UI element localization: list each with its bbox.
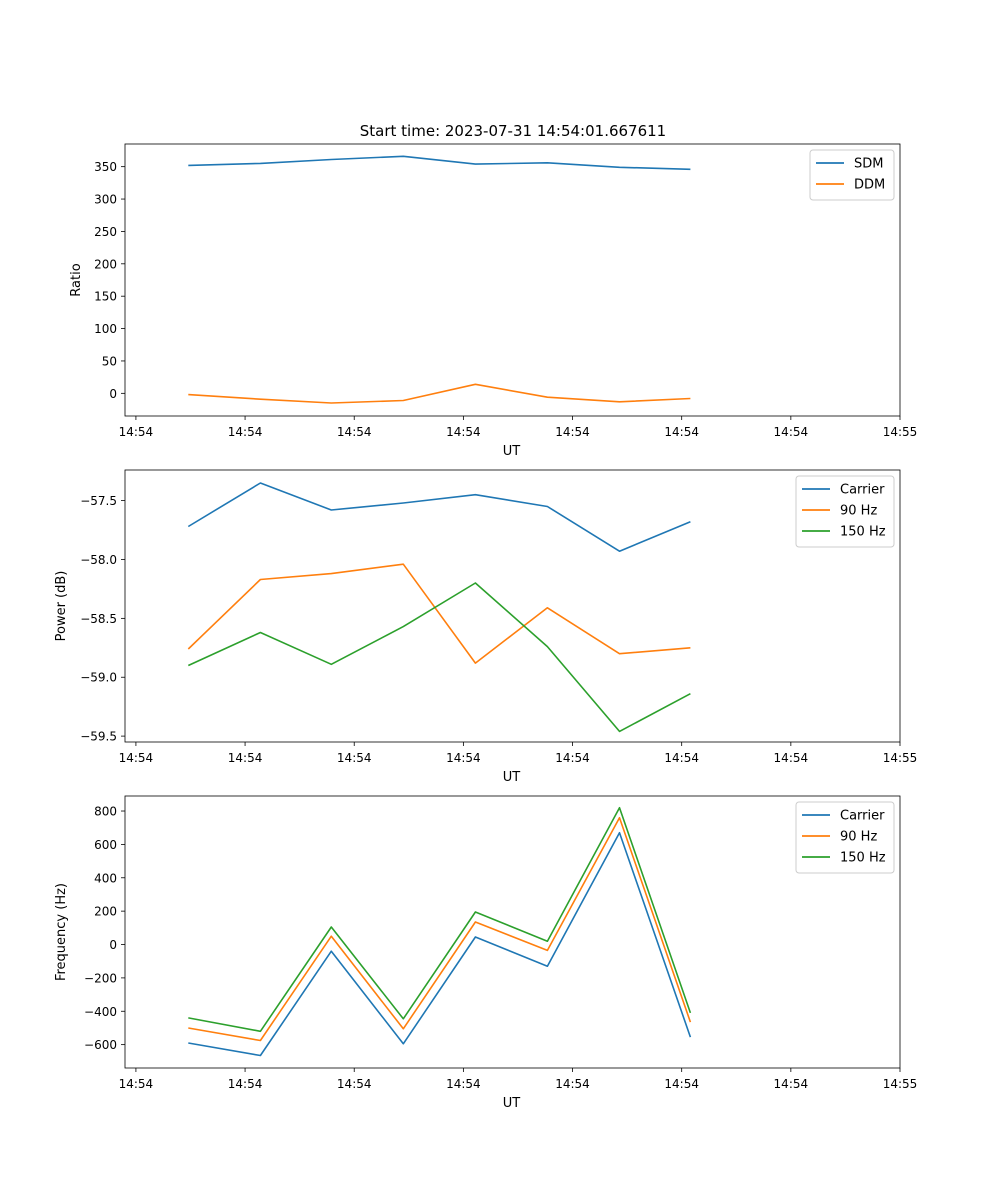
series-line-sdm — [188, 155, 691, 171]
y-tick-label: 200 — [94, 905, 117, 919]
y-tick-label: 0 — [109, 938, 117, 952]
chart-title: Start time: 2023-07-31 14:54:01.667611 — [360, 122, 666, 140]
legend: Carrier 90 Hz 150 Hz — [795, 801, 895, 874]
y-tick-label: −58.5 — [80, 612, 117, 626]
chart-panel-1: 14:54 14:54 14:54 14:54 14:54 14:54 14:54 14:55… — [69, 143, 918, 459]
y-tick-label: 0 — [109, 387, 117, 401]
series-line-90-hz — [187, 563, 691, 664]
y-axis-label: Power (dB) — [54, 571, 69, 642]
x-tick-label: 14:54 — [555, 425, 590, 439]
series-line-carrier — [188, 831, 692, 1057]
y-tick-label: 100 — [94, 322, 117, 336]
x-tick-label: 14:54 — [446, 425, 481, 439]
x-tick-label: 14:54 — [446, 751, 481, 765]
y-axis-label: Frequency (Hz) — [54, 883, 69, 981]
x-tick-label: 14:54 — [555, 751, 590, 765]
series-line-150-hz — [187, 582, 691, 733]
y-tick-label: −600 — [84, 1038, 117, 1052]
chart-panel-3: 14:54 14:54 14:54 14:54 14:54 14:54 14:54 14:55… — [54, 795, 918, 1111]
y-tick-label: −59.0 — [80, 671, 117, 685]
y-tick-label: 600 — [94, 838, 117, 852]
y-tick-label: −57.5 — [80, 494, 117, 508]
y-tick-label: 150 — [94, 290, 117, 304]
x-tick-label: 14:54 — [664, 1077, 699, 1091]
x-tick-label: 14:54 — [119, 425, 154, 439]
x-tick-label: 14:54 — [446, 1077, 481, 1091]
y-tick-label: −58.0 — [80, 553, 117, 567]
y-tick-label: 800 — [94, 805, 117, 819]
y-tick-label: −200 — [84, 971, 117, 985]
y-tick-label: 300 — [94, 193, 117, 207]
x-axis-label: UT — [503, 770, 521, 785]
y-tick-label: 250 — [94, 225, 117, 239]
legend-label: 150 Hz — [840, 851, 886, 866]
y-tick-label: 200 — [94, 257, 117, 271]
legend-label: 150 Hz — [840, 525, 886, 540]
series-line-ddm — [188, 383, 691, 404]
legend-label: DDM — [854, 178, 885, 193]
legend-label: 90 Hz — [840, 504, 877, 519]
x-tick-label: 14:54 — [774, 751, 809, 765]
x-tick-label: 14:54 — [228, 1077, 263, 1091]
legend: Carrier 90 Hz 150 Hz — [795, 475, 895, 548]
legend-label: Carrier — [840, 483, 885, 498]
legend-box — [795, 475, 895, 548]
x-tick-label: 14:54 — [774, 1077, 809, 1091]
x-axis-label: UT — [503, 1096, 521, 1111]
legend-box — [795, 801, 895, 874]
y-tick-label: 350 — [94, 160, 117, 174]
series-line-carrier — [187, 482, 691, 553]
legend-label: Carrier — [840, 809, 885, 824]
x-tick-label: 14:55 — [883, 1077, 918, 1091]
x-tick-label: 14:54 — [119, 1077, 154, 1091]
y-tick-label: −59.5 — [80, 730, 117, 744]
series-line-150-hz — [188, 806, 692, 1033]
y-axis-label: Ratio — [69, 263, 84, 296]
x-tick-label: 14:54 — [774, 425, 809, 439]
plot-area — [124, 795, 901, 1069]
x-tick-label: 14:54 — [228, 751, 263, 765]
series-line-90-hz — [188, 816, 692, 1042]
x-tick-label: 14:54 — [337, 425, 372, 439]
plot-area — [124, 143, 901, 417]
x-tick-label: 14:55 — [883, 751, 918, 765]
x-axis-label: UT — [503, 444, 521, 459]
legend: SDM DDM — [809, 149, 895, 201]
legend-label: SDM — [854, 157, 883, 172]
y-tick-label: 50 — [102, 354, 117, 368]
plot-area — [124, 469, 901, 743]
y-tick-label: 400 — [94, 871, 117, 885]
x-tick-label: 14:54 — [555, 1077, 590, 1091]
y-tick-label: −400 — [84, 1005, 117, 1019]
x-tick-label: 14:54 — [337, 751, 372, 765]
x-tick-label: 14:54 — [337, 1077, 372, 1091]
x-tick-label: 14:54 — [119, 751, 154, 765]
x-tick-label: 14:54 — [228, 425, 263, 439]
x-tick-label: 14:54 — [664, 425, 699, 439]
chart-panel-2: 14:54 14:54 14:54 14:54 14:54 14:54 14:54 14:55… — [54, 469, 918, 785]
x-tick-label: 14:54 — [664, 751, 699, 765]
x-tick-label: 14:55 — [883, 425, 918, 439]
legend-label: 90 Hz — [840, 830, 877, 845]
